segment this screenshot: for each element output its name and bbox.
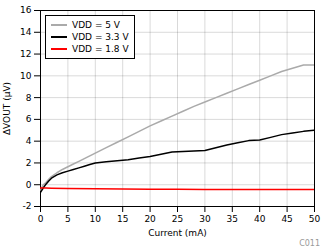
html-text:VDD = 3.3 V: VDD = 3.3 V bbox=[72, 32, 129, 42]
svg-text:8: 8 bbox=[26, 92, 32, 102]
svg-text:50: 50 bbox=[309, 214, 321, 224]
svg-text:0: 0 bbox=[38, 214, 44, 224]
html-text:C011: C011 bbox=[299, 239, 320, 248]
svg-text:5: 5 bbox=[65, 214, 71, 224]
svg-text:20: 20 bbox=[144, 214, 156, 224]
svg-text:12: 12 bbox=[20, 49, 31, 59]
svg-text:40: 40 bbox=[254, 214, 266, 224]
svg-text:ΔVOUT (μV): ΔVOUT (μV) bbox=[2, 82, 12, 135]
svg-text:2: 2 bbox=[26, 158, 32, 168]
svg-text:Current (mA): Current (mA) bbox=[148, 228, 207, 238]
svg-text:0: 0 bbox=[26, 180, 32, 190]
svg-text:14: 14 bbox=[20, 27, 32, 37]
svg-text:6: 6 bbox=[26, 114, 32, 124]
svg-text:45: 45 bbox=[281, 214, 292, 224]
html-text:VDD = 5 V: VDD = 5 V bbox=[72, 20, 120, 30]
svg-text:35: 35 bbox=[227, 214, 238, 224]
svg-text:30: 30 bbox=[199, 214, 211, 224]
svg-text:16: 16 bbox=[20, 5, 32, 15]
svg-text:4: 4 bbox=[26, 136, 32, 146]
svg-text:10: 10 bbox=[90, 214, 102, 224]
html-text:VDD = 1.8 V: VDD = 1.8 V bbox=[72, 44, 129, 54]
svg-text:15: 15 bbox=[117, 214, 128, 224]
svg-text:10: 10 bbox=[20, 71, 32, 81]
svg-text:25: 25 bbox=[172, 214, 183, 224]
svg-text:-2: -2 bbox=[23, 201, 32, 211]
